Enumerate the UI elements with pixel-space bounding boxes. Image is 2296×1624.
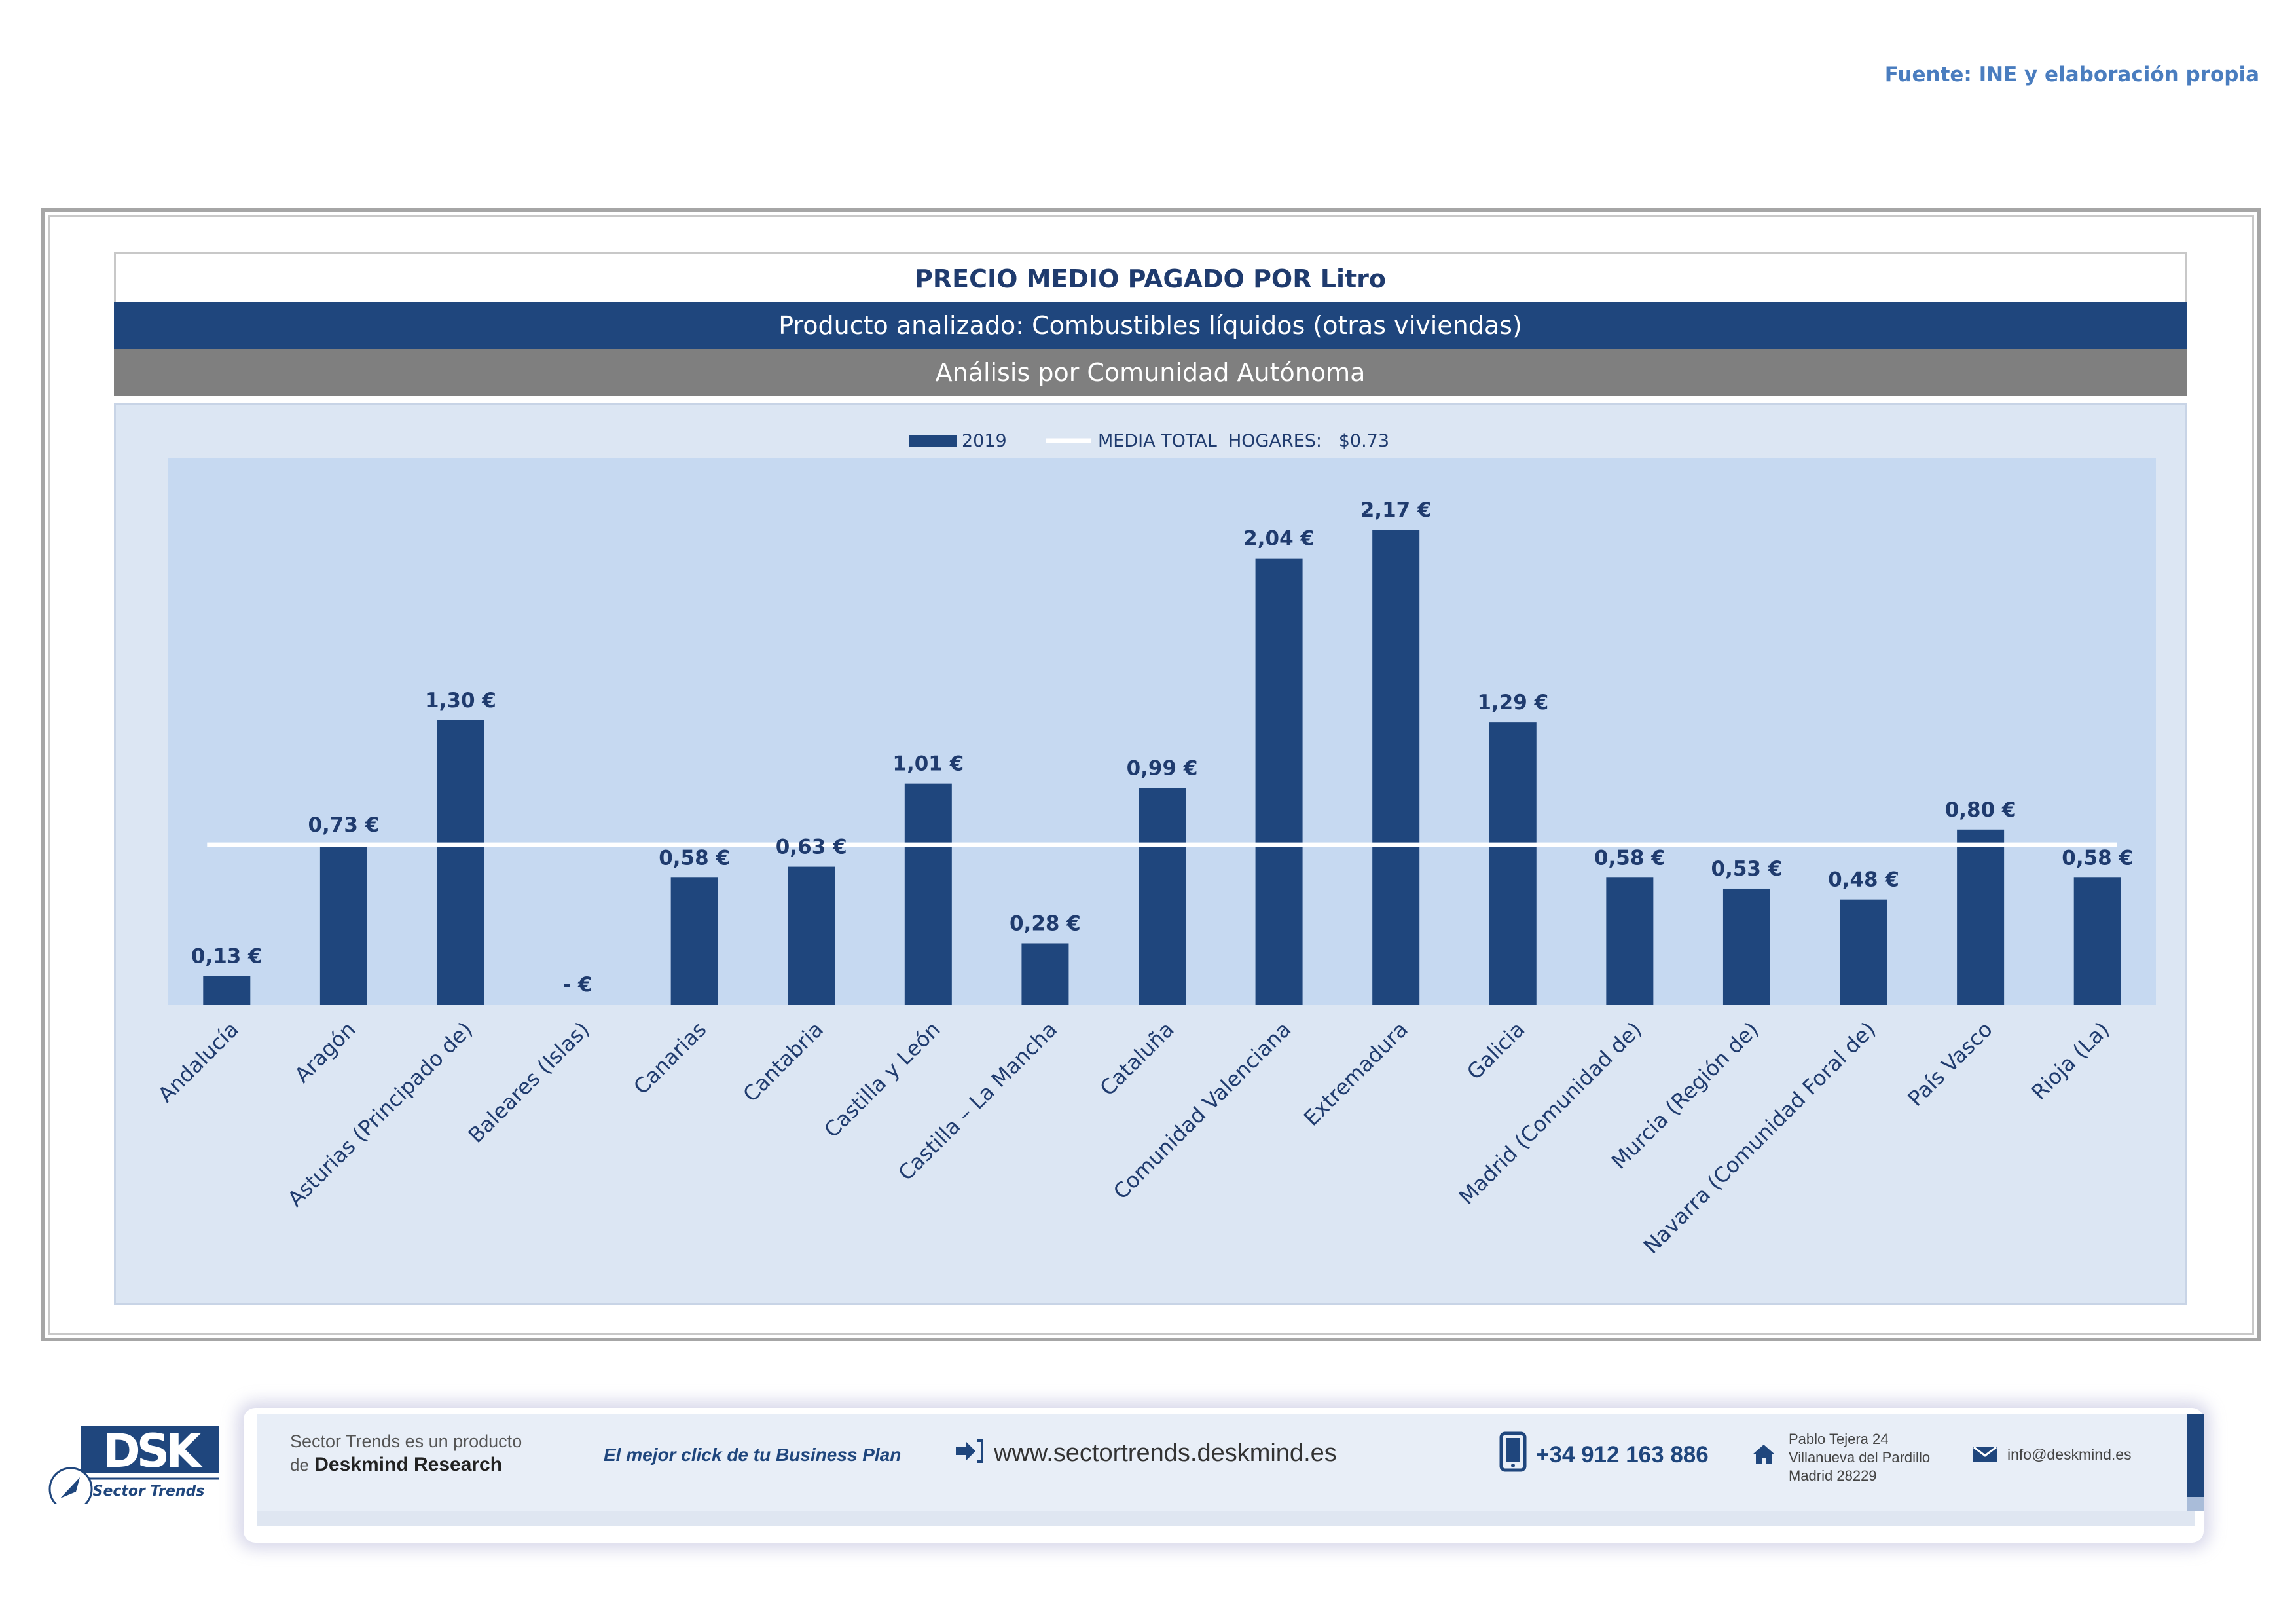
bar-galicia <box>1489 722 1537 1005</box>
logo-rocket-icon <box>48 1467 93 1511</box>
bar-pais-vasco <box>1957 829 2005 1005</box>
data-label-madrid-comunidad-de: 0,58 € <box>1594 846 1666 870</box>
data-label-castilla-y-leon: 1,01 € <box>892 752 964 776</box>
footer-product-line1: Sector Trends es un producto <box>290 1431 522 1451</box>
category-label-andalucia: Andalucía <box>153 1017 244 1107</box>
bar-castilla-y-leon <box>904 783 952 1005</box>
data-label-pais-vasco: 0,80 € <box>1945 798 2016 822</box>
data-label-extremadura: 2,17 € <box>1360 498 1432 522</box>
category-label-canarias: Canarias <box>629 1017 711 1099</box>
bar-madrid-comunidad-de <box>1606 877 1654 1005</box>
website-arrow-icon <box>955 1438 985 1467</box>
data-label-navarra-comunidad-foral-de: 0,48 € <box>1828 868 1899 892</box>
footer-email[interactable]: info@deskmind.es <box>2007 1446 2132 1463</box>
data-label-comunidad-valenciana: 2,04 € <box>1243 527 1315 551</box>
legend-label-2019: 2019 <box>962 431 1007 451</box>
footer-inner <box>257 1414 2195 1526</box>
data-label-murcia-region-de: 0,53 € <box>1711 857 1783 881</box>
category-label-extremadura: Extremadura <box>1299 1017 1413 1131</box>
home-icon <box>1751 1443 1776 1469</box>
logo-subtitle: Sector Trends <box>93 1483 205 1500</box>
chart-inner-frame <box>48 215 2254 1335</box>
data-label-andalucia: 0,13 € <box>191 945 263 969</box>
data-label-rioja-la: 0,58 € <box>2062 846 2133 870</box>
bar-andalucia <box>203 976 251 1005</box>
category-label-cataluna: Cataluña <box>1095 1017 1179 1101</box>
legend-swatch-2019 <box>909 435 957 447</box>
footer-phone[interactable]: +34 912 163 886 <box>1536 1442 1709 1467</box>
bar-asturias-principado-de <box>437 720 484 1005</box>
bar-comunidad-valenciana <box>1255 558 1303 1005</box>
data-label-asturias-principado-de: 1,30 € <box>425 689 496 712</box>
chart-panel: 0,13 € 0,73 € 1,30 € - € 0,58 € 0,63 € 1,01 € 0… <box>114 403 2187 1305</box>
category-label-galicia: Galicia <box>1462 1017 1529 1084</box>
legend-label-mean: MEDIA TOTAL HOGARES: $0.73 <box>1098 431 1389 451</box>
data-label-baleares-islas: - € <box>562 973 592 997</box>
category-label-baleares-islas: Baleares (Islas) <box>464 1017 594 1148</box>
footer-brand: Deskmind Research <box>314 1454 503 1475</box>
address-line1: Pablo Tejera 24 <box>1789 1431 1889 1447</box>
category-label-castilla-y-leon: Castilla y León <box>819 1017 945 1143</box>
footer-accent-light <box>2187 1497 2204 1511</box>
phone-icon <box>1499 1431 1527 1475</box>
data-label-cantabria: 0,63 € <box>776 836 847 859</box>
bar-cataluna <box>1139 788 1186 1005</box>
bar-rioja-la <box>2073 877 2121 1005</box>
chart-title: PRECIO MEDIO PAGADO POR Litro <box>114 252 2187 306</box>
footer-tagline: El mejor click de tu Business Plan <box>604 1445 902 1465</box>
bar-extremadura <box>1372 530 1420 1005</box>
category-label-navarra-comunidad-foral-de: Navarra (Comunidad Foral de) <box>1639 1017 1880 1259</box>
category-label-pais-vasco: País Vasco <box>1903 1017 1997 1111</box>
legend: 2019 MEDIA TOTAL HOGARES: $0.73 <box>909 431 1389 451</box>
data-label-aragon: 0,73 € <box>308 813 379 837</box>
data-label-castilla-la-mancha: 0,28 € <box>1010 912 1081 935</box>
address-line2: Villanueva del Pardillo <box>1789 1449 1931 1466</box>
email-icon <box>1973 1446 1997 1466</box>
footer-website[interactable]: www.sectortrends.deskmind.es <box>994 1439 1337 1467</box>
bar-aragon <box>319 845 367 1005</box>
product-banner: Producto analizado: Combustibles líquido… <box>114 302 2187 349</box>
source-note: Fuente: INE y elaboración propia <box>1884 63 2259 86</box>
footer-address: Pablo Tejera 24 Villanueva del Pardillo … <box>1789 1430 1930 1485</box>
footer-product-line2: de Deskmind Research <box>290 1454 502 1476</box>
data-label-canarias: 0,58 € <box>659 846 730 870</box>
bar-cantabria <box>788 866 835 1005</box>
category-label-cantabria: Cantabria <box>738 1017 828 1107</box>
data-label-galicia: 1,29 € <box>1477 691 1548 714</box>
bar-navarra-comunidad-foral-de <box>1840 899 1887 1005</box>
bar-canarias <box>670 877 718 1005</box>
data-label-cataluna: 0,99 € <box>1127 756 1198 780</box>
bar-castilla-la-mancha <box>1021 943 1069 1005</box>
category-label-rioja-la: Rioja (La) <box>2026 1017 2114 1105</box>
bar-murcia-region-de <box>1722 888 1770 1005</box>
category-label-asturias-principado-de: Asturias (Principado de) <box>283 1017 477 1211</box>
dsk-logo: DSK Sector Trends <box>47 1424 219 1511</box>
footer-accent <box>2187 1414 2204 1497</box>
bar-chart: 0,13 € 0,73 € 1,30 € - € 0,58 € 0,63 € 1,01 € 0… <box>153 431 2156 1259</box>
logo-text: DSK <box>103 1426 204 1478</box>
chart-outer-frame <box>41 208 2261 1341</box>
address-line3: Madrid 28229 <box>1789 1467 1877 1484</box>
category-label-aragon: Aragón <box>289 1017 360 1088</box>
footer-product-prefix: de <box>290 1455 309 1475</box>
analysis-banner: Análisis por Comunidad Autónoma <box>114 349 2187 396</box>
